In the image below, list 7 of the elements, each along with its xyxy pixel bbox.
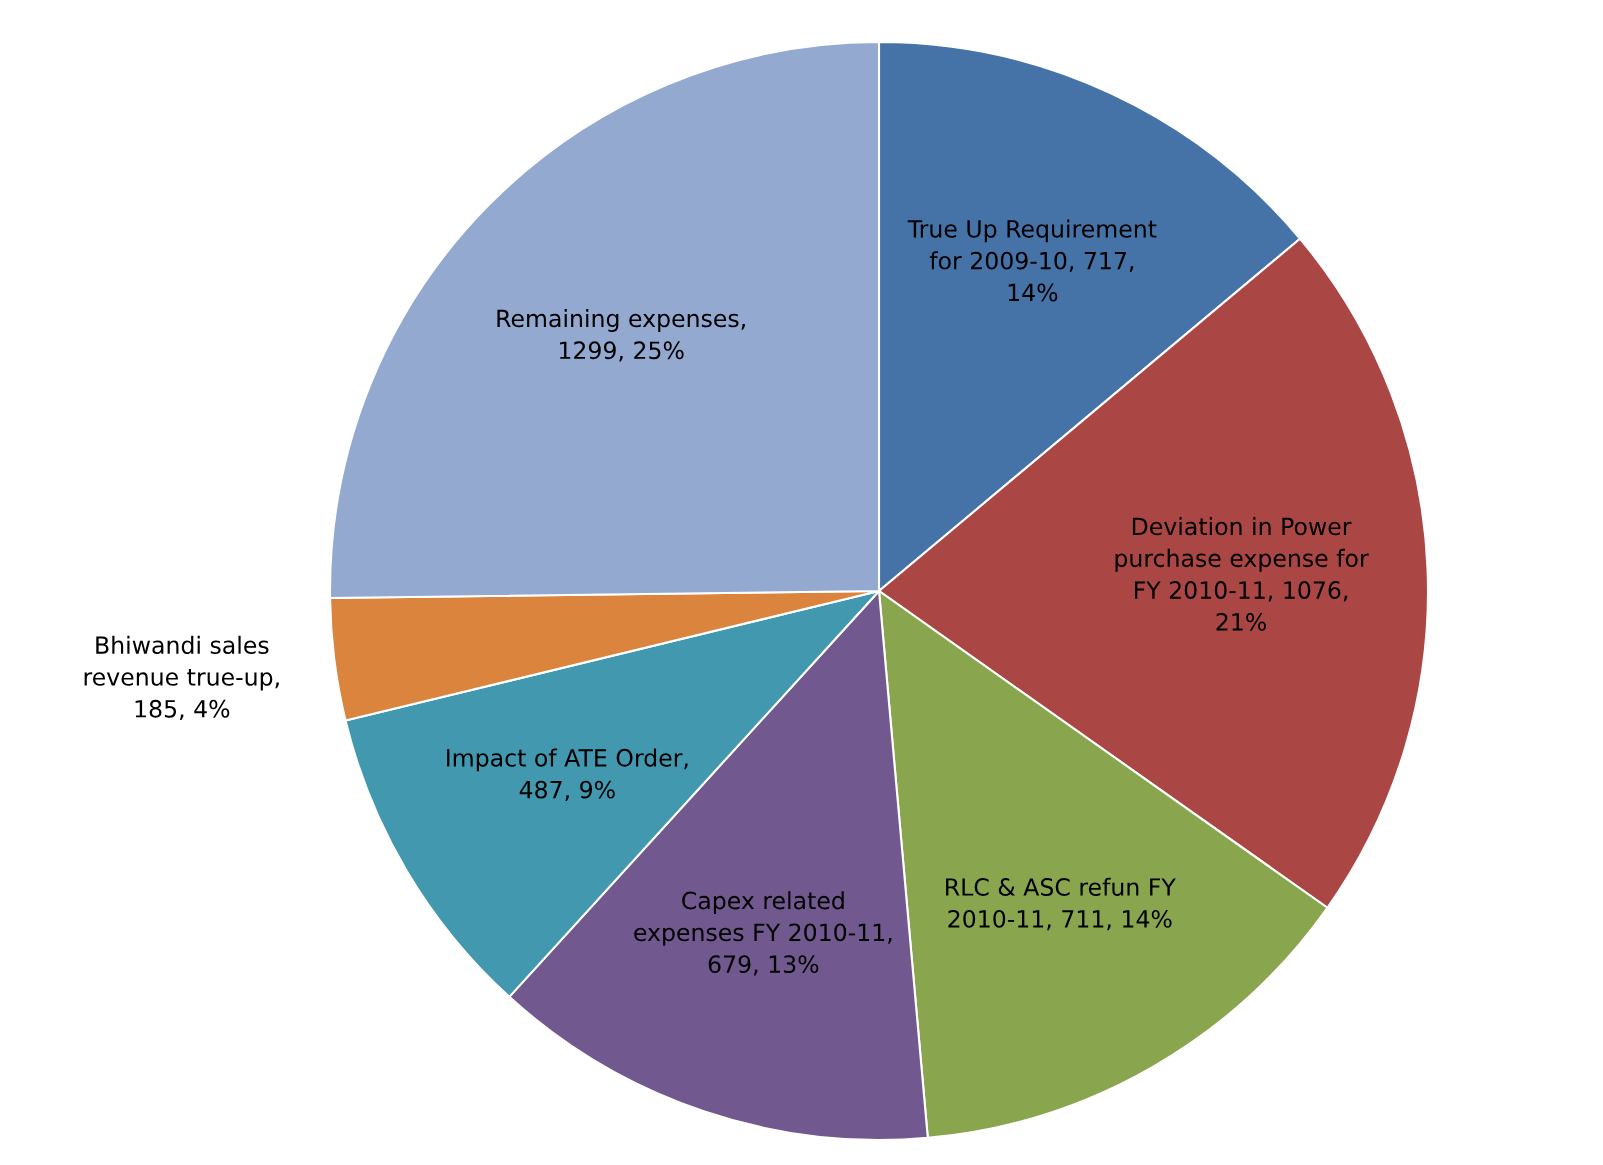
slice-label: Bhiwandi sales revenue true-up, 185, 4% <box>84 635 279 721</box>
slice-label: True Up Requirement for 2009-10, 717, 14% <box>907 219 1157 302</box>
slice-label: Capex related expenses FY 2010-11, 679, 13% <box>634 891 892 976</box>
slice-label: Remaining expenses, 1299, 25% <box>497 309 745 362</box>
slice-label: RLC & ASC refun FY 2010-11, 711, 14% <box>946 877 1176 931</box>
slice-label: Impact of ATE Order, 487, 9% <box>447 748 688 801</box>
slice-label: Deviation in Power purchase expense for FY 2010-11, 1076, 21% <box>1115 517 1369 631</box>
